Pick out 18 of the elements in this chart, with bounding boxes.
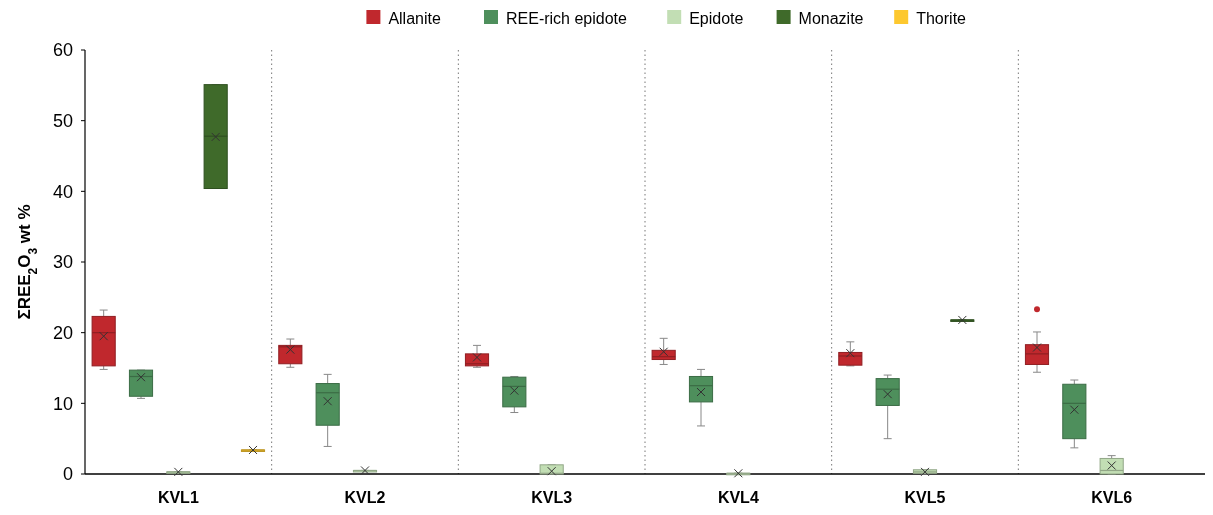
x-tick-label: KVL5 [904, 489, 946, 506]
legend-label: Thorite [916, 9, 967, 27]
legend-label: REE-rich epidote [506, 9, 628, 27]
y-tick-label: 50 [52, 110, 73, 131]
legend-label: Monazite [798, 9, 864, 27]
x-tick-label: KVL3 [531, 489, 573, 506]
y-tick-label: 0 [62, 464, 73, 485]
x-tick-label: KVL1 [157, 489, 199, 506]
y-tick-label: 60 [52, 40, 73, 61]
x-tick-label: KVL4 [717, 489, 759, 506]
x-tick-label: KVL2 [344, 489, 386, 506]
y-tick-label: 40 [52, 181, 73, 202]
y-tick-label: 30 [52, 252, 73, 273]
legend-label: Epidote [689, 9, 744, 27]
y-tick-label: 10 [52, 393, 73, 414]
y-tick-label: 20 [52, 322, 73, 343]
legend-label: Allanite [388, 9, 441, 27]
x-tick-label: KVL6 [1091, 489, 1133, 506]
